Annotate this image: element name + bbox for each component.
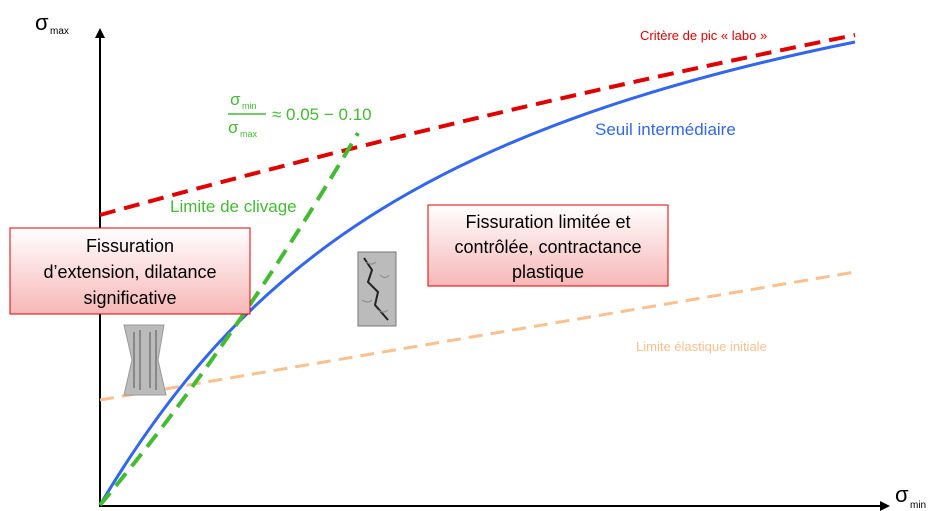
sample-body xyxy=(357,251,397,327)
crack xyxy=(363,257,389,321)
curve-label: Limite élastique initiale xyxy=(636,339,767,354)
intermediate-threshold-curve xyxy=(98,40,856,506)
texture xyxy=(133,330,157,390)
ratio-symbol: σ xyxy=(228,118,239,137)
sample-icon xyxy=(357,251,397,327)
curve-label: Seuil intermédiaire xyxy=(595,120,736,139)
curve-label: Limite de clivage xyxy=(170,197,297,216)
regime-box xyxy=(427,204,669,287)
box-text: Fissuration limitée et xyxy=(465,212,630,232)
x-axis-subscript: min xyxy=(910,500,926,511)
y-axis-subscript: max xyxy=(50,26,69,37)
ratio-subscript: max xyxy=(240,129,258,139)
ratio-range: ≈ 0.05 − 0.10 xyxy=(272,105,372,124)
box-text: plastique xyxy=(512,262,584,282)
elastic-limit-curve xyxy=(99,270,856,402)
y-axis-symbol: σ xyxy=(35,10,49,35)
box-text: significative xyxy=(83,288,176,308)
box-text: contrôlée, contractance xyxy=(454,237,641,257)
peak-criterion-curve xyxy=(99,33,856,217)
cleavage-limit-curve xyxy=(98,131,360,507)
x-axis-symbol: σ xyxy=(895,482,909,507)
texture xyxy=(361,261,390,313)
sample-body xyxy=(123,324,167,396)
ratio-formula: σ min σ max ≈ 0.05 − 0.10 xyxy=(228,90,372,139)
box-text: Fissuration xyxy=(86,236,174,256)
box-text: d’extension, dilatance xyxy=(43,262,216,282)
ratio-subscript: min xyxy=(242,101,257,111)
ratio-symbol: σ xyxy=(230,90,241,109)
sample-icon xyxy=(123,324,167,396)
regime-box xyxy=(9,227,251,315)
curve-label: Critère de pic « labo » xyxy=(640,28,767,43)
